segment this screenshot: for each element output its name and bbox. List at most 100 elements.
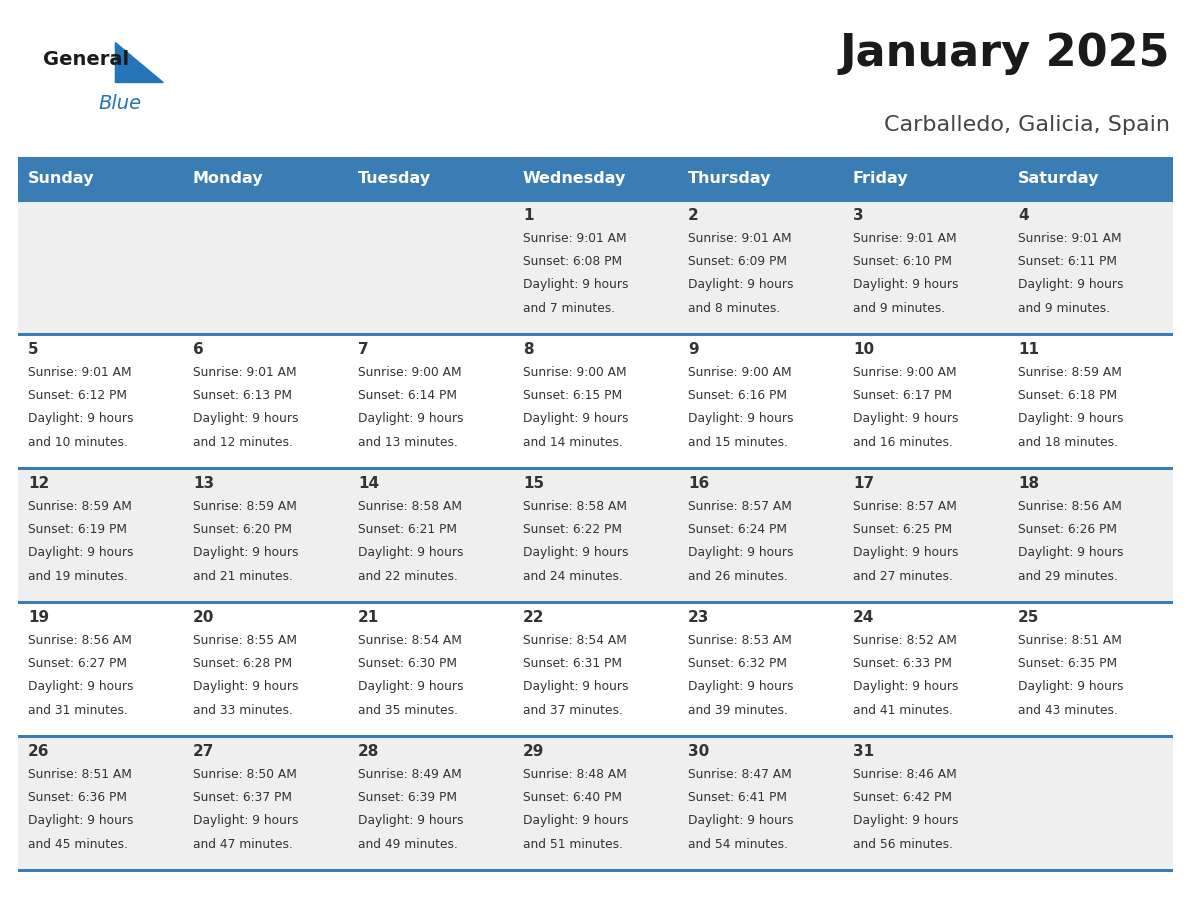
Text: and 10 minutes.: and 10 minutes. [27, 436, 128, 449]
Text: Daylight: 9 hours: Daylight: 9 hours [688, 545, 794, 559]
Text: Sunrise: 8:57 AM: Sunrise: 8:57 AM [688, 500, 791, 513]
Text: Daylight: 9 hours: Daylight: 9 hours [358, 813, 463, 827]
Text: Friday: Friday [853, 171, 909, 186]
Text: 1: 1 [523, 208, 533, 223]
Text: Daylight: 9 hours: Daylight: 9 hours [523, 813, 628, 827]
Text: Sunrise: 8:54 AM: Sunrise: 8:54 AM [523, 634, 627, 647]
Text: Sunrise: 8:51 AM: Sunrise: 8:51 AM [1018, 634, 1121, 647]
Text: and 16 minutes.: and 16 minutes. [853, 436, 953, 449]
Text: Sunset: 6:41 PM: Sunset: 6:41 PM [688, 791, 786, 804]
Text: 11: 11 [1018, 342, 1038, 357]
Text: and 37 minutes.: and 37 minutes. [523, 704, 623, 717]
Text: Sunrise: 9:01 AM: Sunrise: 9:01 AM [192, 366, 297, 379]
Text: and 8 minutes.: and 8 minutes. [688, 302, 781, 315]
Text: 10: 10 [853, 342, 874, 357]
Text: 8: 8 [523, 342, 533, 357]
Text: 19: 19 [27, 610, 49, 625]
Text: and 56 minutes.: and 56 minutes. [853, 838, 953, 851]
Text: and 35 minutes.: and 35 minutes. [358, 704, 457, 717]
Text: 14: 14 [358, 476, 379, 491]
Text: Daylight: 9 hours: Daylight: 9 hours [523, 278, 628, 291]
Text: 18: 18 [1018, 476, 1040, 491]
Text: Daylight: 9 hours: Daylight: 9 hours [523, 545, 628, 559]
Text: Sunset: 6:16 PM: Sunset: 6:16 PM [688, 389, 786, 402]
Text: Sunrise: 8:57 AM: Sunrise: 8:57 AM [853, 500, 956, 513]
Text: Sunrise: 8:50 AM: Sunrise: 8:50 AM [192, 768, 297, 781]
Text: 23: 23 [688, 610, 709, 625]
Text: Sunset: 6:36 PM: Sunset: 6:36 PM [27, 791, 127, 804]
Text: Sunrise: 8:46 AM: Sunrise: 8:46 AM [853, 768, 956, 781]
Text: 5: 5 [27, 342, 38, 357]
Text: Sunset: 6:20 PM: Sunset: 6:20 PM [192, 523, 292, 536]
Text: Sunset: 6:40 PM: Sunset: 6:40 PM [523, 791, 621, 804]
Text: Sunrise: 9:01 AM: Sunrise: 9:01 AM [688, 232, 791, 245]
Text: Sunrise: 8:59 AM: Sunrise: 8:59 AM [1018, 366, 1121, 379]
Text: Sunset: 6:21 PM: Sunset: 6:21 PM [358, 523, 457, 536]
Text: and 45 minutes.: and 45 minutes. [27, 838, 128, 851]
Text: Sunset: 6:17 PM: Sunset: 6:17 PM [853, 389, 952, 402]
Text: Sunrise: 8:51 AM: Sunrise: 8:51 AM [27, 768, 132, 781]
Text: and 26 minutes.: and 26 minutes. [688, 570, 788, 583]
Text: Sunrise: 8:49 AM: Sunrise: 8:49 AM [358, 768, 462, 781]
Text: General: General [43, 50, 129, 69]
Text: Sunset: 6:31 PM: Sunset: 6:31 PM [523, 657, 621, 670]
Text: 9: 9 [688, 342, 699, 357]
Text: Carballedo, Galicia, Spain: Carballedo, Galicia, Spain [884, 116, 1170, 135]
Text: Daylight: 9 hours: Daylight: 9 hours [27, 411, 133, 425]
Text: and 43 minutes.: and 43 minutes. [1018, 704, 1118, 717]
Text: Daylight: 9 hours: Daylight: 9 hours [27, 813, 133, 827]
Text: and 13 minutes.: and 13 minutes. [358, 436, 457, 449]
Text: and 21 minutes.: and 21 minutes. [192, 570, 292, 583]
Text: Sunrise: 9:01 AM: Sunrise: 9:01 AM [27, 366, 132, 379]
Text: Sunrise: 8:48 AM: Sunrise: 8:48 AM [523, 768, 627, 781]
Text: Sunrise: 9:00 AM: Sunrise: 9:00 AM [688, 366, 791, 379]
Text: and 9 minutes.: and 9 minutes. [853, 302, 944, 315]
Text: Sunrise: 8:56 AM: Sunrise: 8:56 AM [27, 634, 132, 647]
Text: Sunset: 6:39 PM: Sunset: 6:39 PM [358, 791, 457, 804]
Text: Daylight: 9 hours: Daylight: 9 hours [192, 411, 298, 425]
Text: 3: 3 [853, 208, 864, 223]
Text: January 2025: January 2025 [840, 32, 1170, 75]
Text: Daylight: 9 hours: Daylight: 9 hours [358, 679, 463, 693]
Text: and 7 minutes.: and 7 minutes. [523, 302, 615, 315]
Text: Daylight: 9 hours: Daylight: 9 hours [523, 411, 628, 425]
Text: Sunset: 6:10 PM: Sunset: 6:10 PM [853, 255, 952, 268]
Text: Sunset: 6:30 PM: Sunset: 6:30 PM [358, 657, 457, 670]
Text: Daylight: 9 hours: Daylight: 9 hours [853, 679, 959, 693]
Text: Daylight: 9 hours: Daylight: 9 hours [853, 813, 959, 827]
Text: Daylight: 9 hours: Daylight: 9 hours [1018, 545, 1124, 559]
Text: 30: 30 [688, 744, 709, 759]
Text: Sunrise: 8:56 AM: Sunrise: 8:56 AM [1018, 500, 1121, 513]
Text: Sunrise: 8:58 AM: Sunrise: 8:58 AM [358, 500, 462, 513]
Text: Saturday: Saturday [1018, 171, 1099, 186]
Text: Daylight: 9 hours: Daylight: 9 hours [1018, 278, 1124, 291]
Text: and 49 minutes.: and 49 minutes. [358, 838, 457, 851]
Text: 27: 27 [192, 744, 214, 759]
Text: Sunrise: 9:01 AM: Sunrise: 9:01 AM [1018, 232, 1121, 245]
Text: 4: 4 [1018, 208, 1029, 223]
Text: Sunset: 6:12 PM: Sunset: 6:12 PM [27, 389, 127, 402]
Text: Sunrise: 9:00 AM: Sunrise: 9:00 AM [853, 366, 956, 379]
Text: Daylight: 9 hours: Daylight: 9 hours [358, 545, 463, 559]
Text: 26: 26 [27, 744, 50, 759]
Text: Sunset: 6:26 PM: Sunset: 6:26 PM [1018, 523, 1117, 536]
Text: Blue: Blue [99, 94, 141, 113]
Text: Sunrise: 8:55 AM: Sunrise: 8:55 AM [192, 634, 297, 647]
Text: Sunset: 6:42 PM: Sunset: 6:42 PM [853, 791, 952, 804]
Text: Sunrise: 8:58 AM: Sunrise: 8:58 AM [523, 500, 627, 513]
Text: Daylight: 9 hours: Daylight: 9 hours [1018, 411, 1124, 425]
Text: Sunset: 6:24 PM: Sunset: 6:24 PM [688, 523, 786, 536]
Text: Sunset: 6:35 PM: Sunset: 6:35 PM [1018, 657, 1117, 670]
Text: Sunset: 6:25 PM: Sunset: 6:25 PM [853, 523, 952, 536]
Text: Daylight: 9 hours: Daylight: 9 hours [688, 679, 794, 693]
Text: Sunset: 6:08 PM: Sunset: 6:08 PM [523, 255, 623, 268]
Polygon shape [115, 42, 163, 83]
Text: and 15 minutes.: and 15 minutes. [688, 436, 788, 449]
Text: and 31 minutes.: and 31 minutes. [27, 704, 128, 717]
Text: Monday: Monday [192, 171, 264, 186]
Text: Sunrise: 9:00 AM: Sunrise: 9:00 AM [523, 366, 626, 379]
Text: 29: 29 [523, 744, 544, 759]
Text: Daylight: 9 hours: Daylight: 9 hours [192, 545, 298, 559]
Text: and 22 minutes.: and 22 minutes. [358, 570, 457, 583]
Text: Daylight: 9 hours: Daylight: 9 hours [853, 545, 959, 559]
